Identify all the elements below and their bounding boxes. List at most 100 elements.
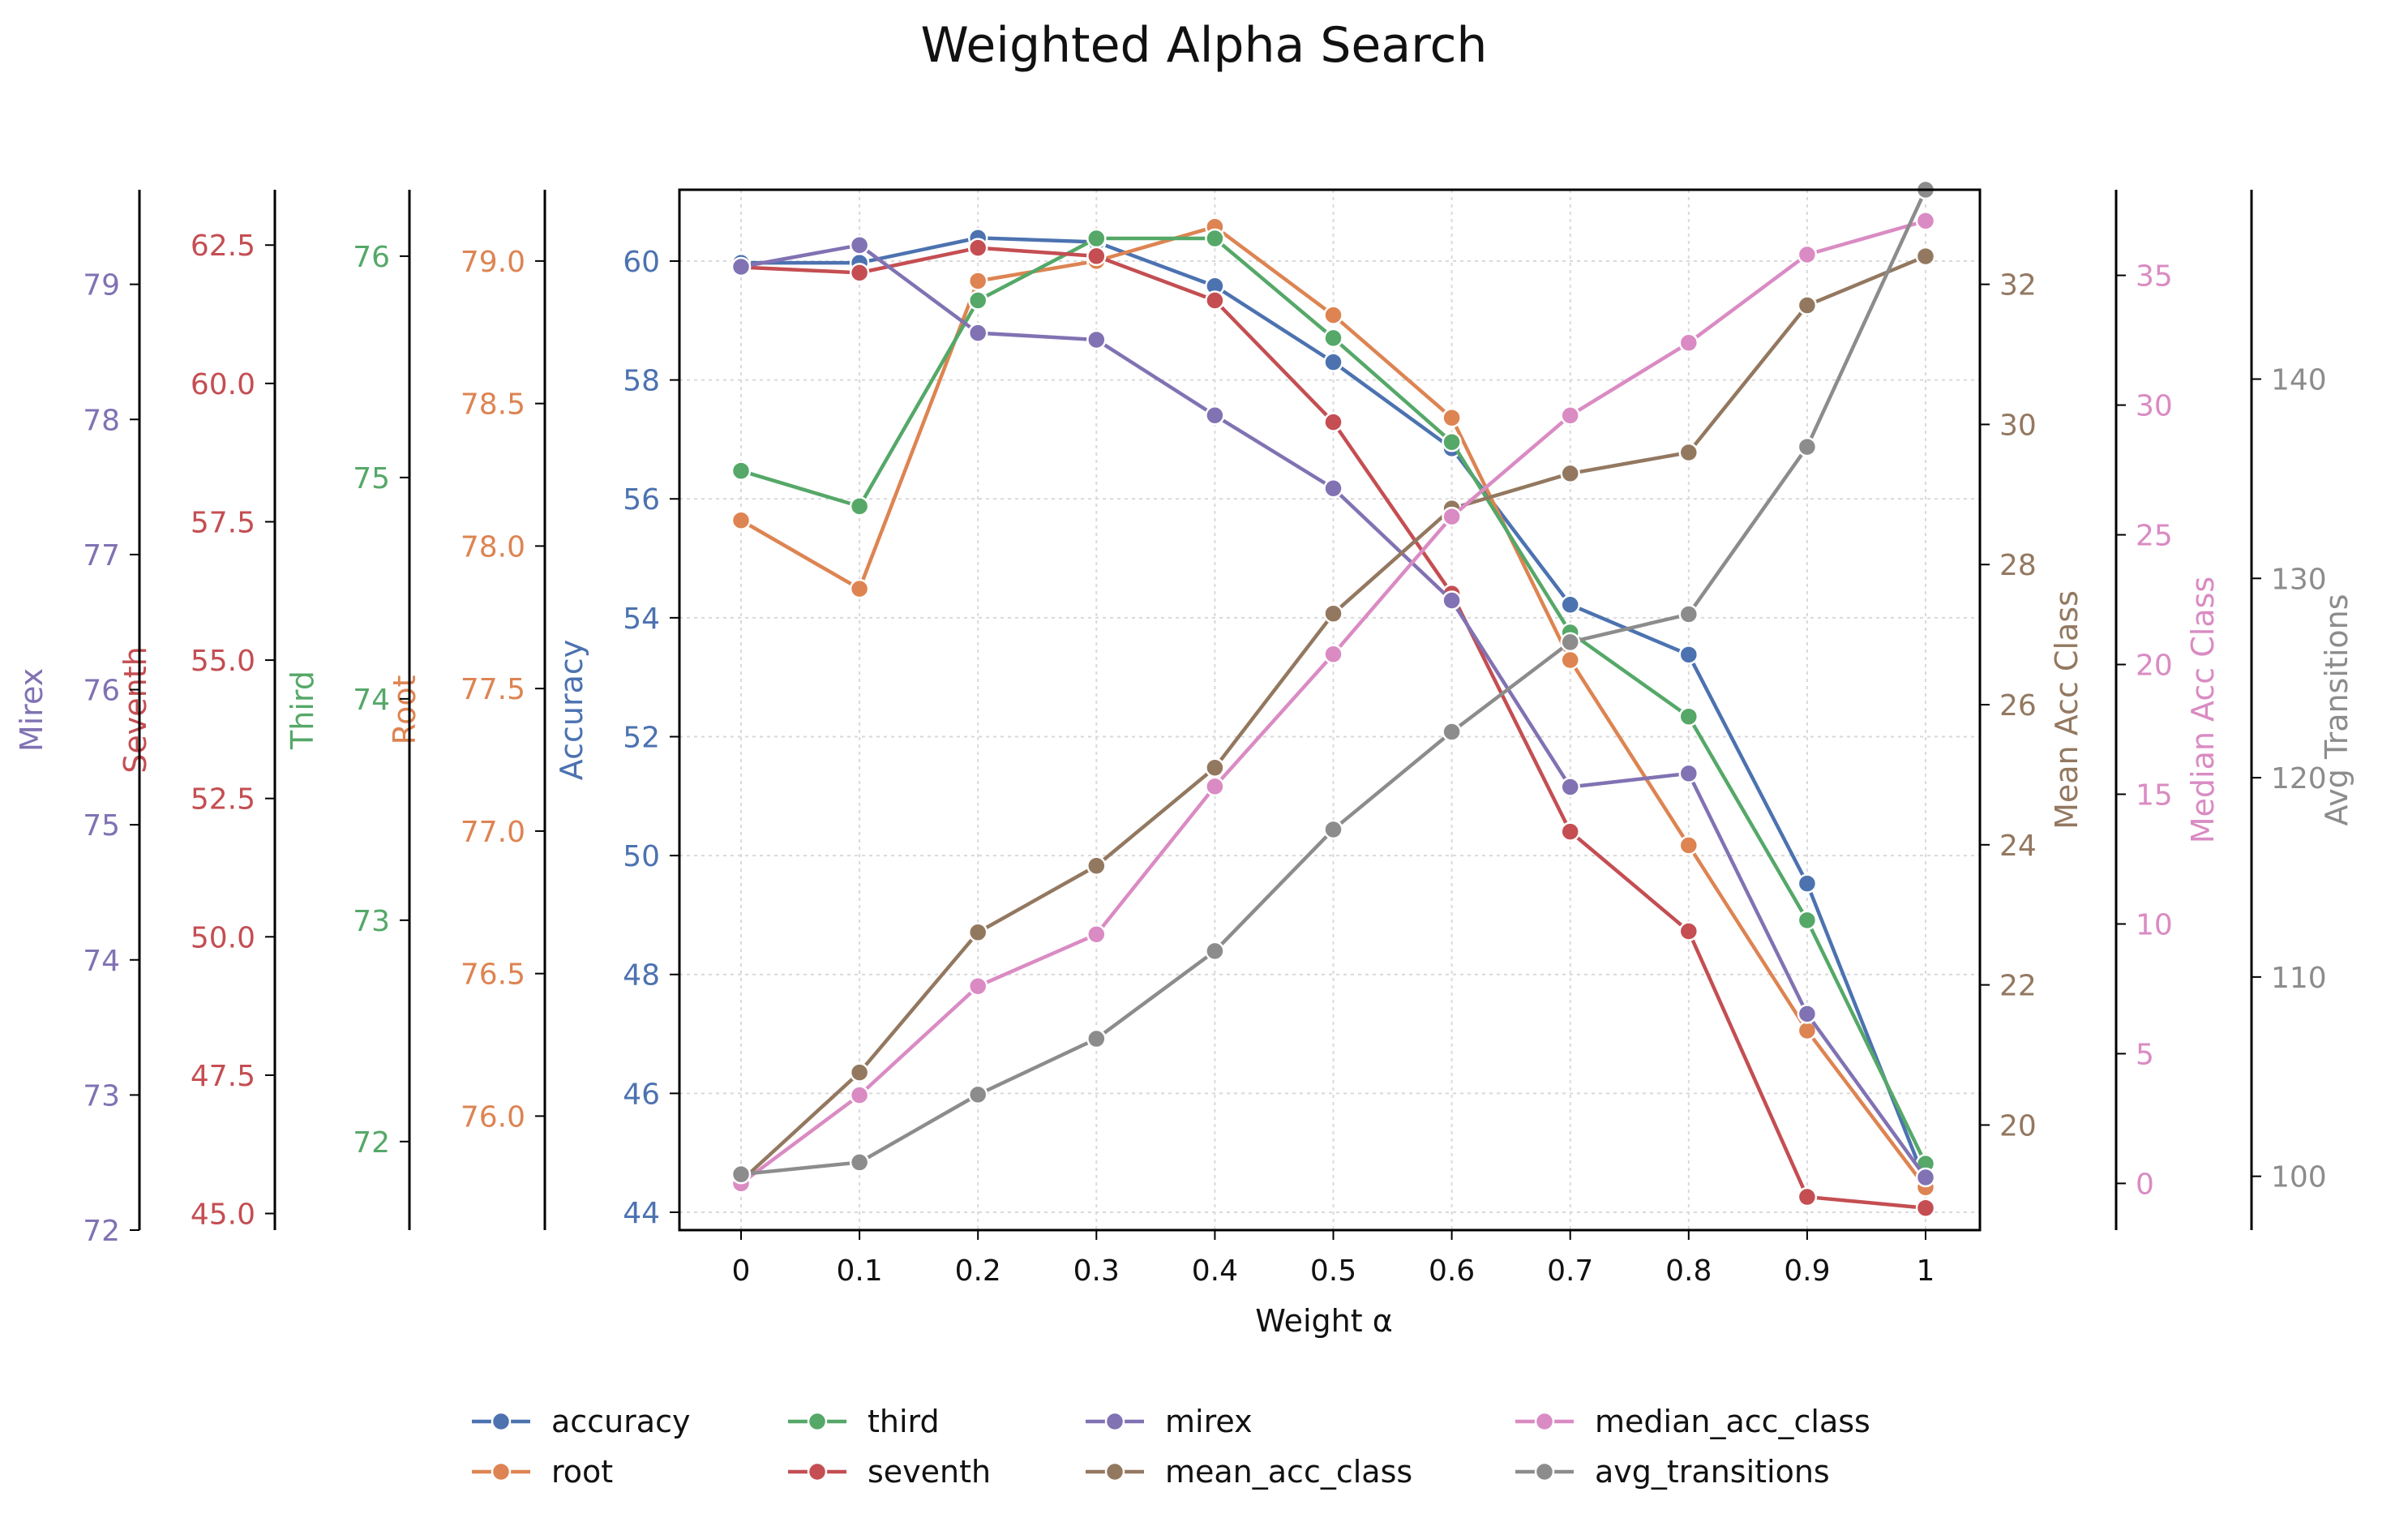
data-point xyxy=(1560,594,1580,615)
legend-label: root xyxy=(551,1454,614,1490)
y-tick-label: 79 xyxy=(83,269,120,302)
data-point xyxy=(1205,290,1225,311)
legend-swatch-marker xyxy=(491,1461,512,1482)
y-tick-label: 15 xyxy=(2136,778,2173,812)
data-point xyxy=(849,578,870,599)
y-tick-label: 73 xyxy=(83,1079,120,1113)
legend-swatch-marker xyxy=(491,1411,512,1432)
series-mirex xyxy=(731,235,1936,1188)
x-tick-label: 0.5 xyxy=(1310,1254,1356,1288)
data-point xyxy=(1323,644,1343,664)
y-tick-label: 52.5 xyxy=(191,783,255,817)
data-point xyxy=(1205,757,1225,778)
y-tick-label: 54 xyxy=(623,602,660,636)
y-tick-label: 74 xyxy=(83,945,120,978)
legend-swatch xyxy=(788,1461,846,1482)
y-axis-label: Mirex xyxy=(14,668,49,752)
y-tick-label: 130 xyxy=(2271,563,2327,596)
data-point xyxy=(1323,328,1343,349)
y-tick-label: 60.0 xyxy=(191,368,255,401)
legend-swatch-marker xyxy=(807,1461,828,1482)
data-point xyxy=(1442,722,1462,742)
data-point xyxy=(1323,603,1343,624)
data-point xyxy=(1205,776,1225,797)
data-point xyxy=(1560,821,1580,842)
legend-swatch xyxy=(1515,1461,1574,1482)
y-tick-label: 74 xyxy=(353,684,390,717)
data-point xyxy=(1323,305,1343,325)
data-point xyxy=(1560,463,1580,484)
data-point xyxy=(1442,590,1462,611)
data-point xyxy=(1797,873,1818,894)
legend-label: seventh xyxy=(868,1454,992,1490)
y-axis-accuracy: 44 46 48 50 52 54 56 58 60 Accuracy xyxy=(554,246,679,1230)
legend-label: mean_acc_class xyxy=(1165,1454,1413,1490)
y-tick-label: 76 xyxy=(353,241,390,274)
y-tick-label: 20 xyxy=(2136,650,2173,683)
data-point xyxy=(1205,228,1225,249)
x-tick-label: 0.3 xyxy=(1073,1254,1120,1288)
y-axis-label: Median Acc Class xyxy=(2185,577,2221,843)
y-tick-label: 76.5 xyxy=(461,958,525,992)
y-tick-label: 50 xyxy=(623,840,660,873)
data-point xyxy=(1560,405,1580,426)
legend-swatch xyxy=(788,1411,846,1432)
y-tick-label: 24 xyxy=(1999,830,2037,863)
legend-swatch xyxy=(472,1411,530,1432)
y-tick-label: 25 xyxy=(2136,520,2173,553)
series-avg-transitions xyxy=(731,179,1936,1185)
data-point xyxy=(1442,407,1462,428)
legend-label: accuracy xyxy=(551,1404,691,1439)
legend-swatch-marker xyxy=(807,1411,828,1432)
y-tick-label: 100 xyxy=(2271,1161,2327,1194)
y-tick-label: 120 xyxy=(2271,762,2327,795)
x-axis-label: Weight α xyxy=(1255,1303,1393,1339)
legend-item-accuracy: accuracy xyxy=(470,1399,690,1444)
y-tick-label: 50.0 xyxy=(191,921,255,954)
y-tick-label: 0 xyxy=(2136,1168,2154,1201)
data-point xyxy=(967,975,988,997)
y-tick-label: 72 xyxy=(83,1215,120,1248)
data-point xyxy=(1797,436,1818,457)
legend-label: mirex xyxy=(1165,1404,1253,1439)
y-tick-label: 48 xyxy=(623,959,660,993)
legend-swatch xyxy=(1086,1411,1144,1432)
y-tick-label: 140 xyxy=(2271,363,2327,397)
data-point xyxy=(1678,645,1699,665)
data-point xyxy=(1086,228,1107,249)
legend-item-mirex: mirex xyxy=(1084,1399,1253,1444)
y-tick-label: 72 xyxy=(353,1126,390,1160)
legend-swatch xyxy=(472,1461,530,1482)
y-axis-label: Seventh xyxy=(118,646,153,773)
data-point xyxy=(1442,506,1462,527)
y-tick-label: 57.5 xyxy=(191,506,255,539)
y-axis-mirex: 72 73 74 75 76 77 78 79 Mirex xyxy=(14,190,141,1248)
legend-swatch-marker xyxy=(1104,1411,1125,1432)
y-axis-label: Root xyxy=(387,675,422,744)
y-tick-label: 22 xyxy=(1999,970,2037,1003)
data-point xyxy=(1678,442,1699,463)
legend-swatch xyxy=(1515,1411,1574,1432)
data-point xyxy=(849,1085,870,1105)
y-tick-label: 55.0 xyxy=(191,645,255,678)
data-point xyxy=(849,1062,870,1083)
data-point xyxy=(1086,246,1107,267)
data-point xyxy=(1797,295,1818,315)
x-tick-label: 0.1 xyxy=(836,1254,882,1288)
legend-item-seventh: seventh xyxy=(786,1449,991,1494)
data-point xyxy=(1678,835,1699,855)
y-tick-label: 58 xyxy=(623,365,660,398)
y-tick-label: 47.5 xyxy=(191,1060,255,1093)
data-point xyxy=(849,263,870,283)
y-axis-label: Mean Acc Class xyxy=(2049,590,2085,830)
legend-item-avg-transitions: avg_transitions xyxy=(1514,1449,1830,1494)
y-tick-label: 77.5 xyxy=(461,673,525,706)
data-point xyxy=(967,290,988,311)
data-point xyxy=(1915,211,1936,231)
y-tick-label: 110 xyxy=(2271,962,2327,995)
x-tick-label: 1 xyxy=(1917,1254,1935,1288)
legend-label: third xyxy=(868,1404,940,1439)
legend-swatch-marker xyxy=(1104,1461,1125,1482)
y-tick-label: 78 xyxy=(83,404,120,437)
